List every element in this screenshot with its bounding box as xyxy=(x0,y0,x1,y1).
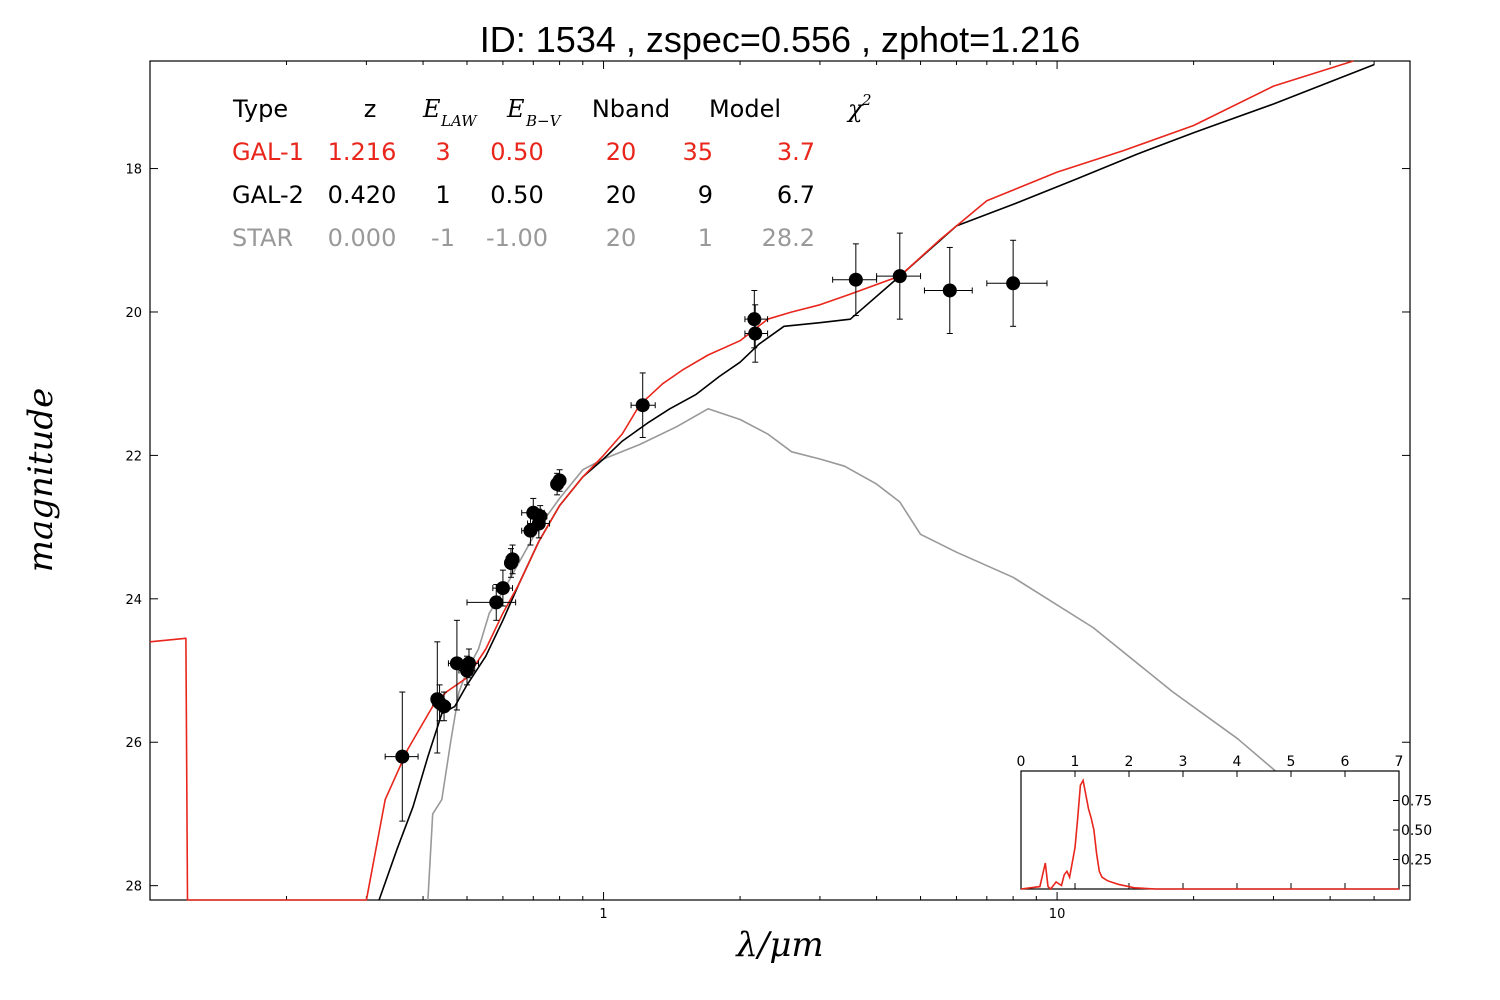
header-z: z xyxy=(364,95,377,123)
row-type: GAL-1 xyxy=(232,138,304,166)
x-axis-label: λ/μm xyxy=(734,925,823,965)
plot-frame xyxy=(149,60,1411,901)
inset-frame xyxy=(1020,770,1400,890)
row-elaw: 3 xyxy=(435,138,450,166)
header-model: Model xyxy=(709,95,781,123)
photometry-point xyxy=(986,239,1048,327)
photometry-marker xyxy=(489,595,504,610)
photometry-marker xyxy=(461,656,476,671)
photometry-point xyxy=(492,569,514,607)
redshift-pdf-inset: 0 1 2 3 4 5 6 7 0.25 0.50 0.75 xyxy=(1017,754,1432,891)
observed-points xyxy=(384,232,1048,822)
row-ebv: 0.50 xyxy=(490,138,543,166)
photometry-point xyxy=(630,372,656,438)
header-elaw-sub: LAW xyxy=(440,112,478,130)
y-tick-label: 18 xyxy=(125,163,142,178)
inset-x-tick-label: 6 xyxy=(1341,754,1350,770)
photometry-marker xyxy=(635,398,650,413)
header-elaw: E xyxy=(422,95,441,123)
photometry-point xyxy=(876,232,922,320)
photometry-point xyxy=(532,505,548,528)
row-nband: 20 xyxy=(606,181,637,209)
row-z: 0.420 xyxy=(328,181,397,209)
photometry-marker xyxy=(533,509,548,524)
row-nband: 20 xyxy=(606,224,637,252)
inset-x-tick-label: 1 xyxy=(1071,754,1080,770)
header-nband: Nband xyxy=(592,95,670,123)
header-type: Type xyxy=(232,95,288,123)
photometry-marker xyxy=(449,656,464,671)
inset-y-tick-label: 0.75 xyxy=(1401,794,1432,810)
sed-curve-gal-1 xyxy=(149,60,1354,901)
row-type: STAR xyxy=(232,224,293,252)
photometry-marker xyxy=(747,312,762,327)
row-ebv: -1.00 xyxy=(486,224,548,252)
inset-x-tick-label: 7 xyxy=(1395,754,1404,770)
photometry-point xyxy=(447,619,466,711)
inset-curve-layer xyxy=(1020,778,1399,891)
x-tick-label: 10 xyxy=(1049,907,1066,922)
inset-x-tick-label: 5 xyxy=(1287,754,1296,770)
inset-x-tick-label: 4 xyxy=(1233,754,1242,770)
y-axis-label: magnitude xyxy=(21,388,61,573)
photometry-point xyxy=(384,691,419,822)
photometry-marker xyxy=(892,269,907,284)
photometry-point xyxy=(461,648,479,679)
photometry-point xyxy=(436,691,452,722)
row-z: 0.000 xyxy=(328,224,397,252)
row-ebv: 0.50 xyxy=(490,181,543,209)
inset-y-tick-label: 0.50 xyxy=(1401,823,1432,839)
photometry-marker xyxy=(848,272,863,287)
row-model: 1 xyxy=(698,224,713,252)
chart-title: ID: 1534 , zspec=0.556 , zphot=1.216 xyxy=(480,19,1080,60)
photometry-point xyxy=(923,246,973,334)
header-chi2: χ xyxy=(846,95,864,123)
row-chi2: 28.2 xyxy=(762,224,815,252)
photometry-marker xyxy=(395,749,410,764)
row-model: 35 xyxy=(682,138,713,166)
x-tick-label: 1 xyxy=(599,907,607,922)
photometry-point xyxy=(505,544,520,575)
photometry-point xyxy=(552,469,567,492)
row-chi2: 6.7 xyxy=(777,181,815,209)
row-elaw: 1 xyxy=(435,181,450,209)
row-elaw: -1 xyxy=(431,224,455,252)
y-tick-label: 28 xyxy=(125,880,142,895)
inset-y-tick-label: 0.25 xyxy=(1401,853,1432,869)
header-ebv: E xyxy=(506,95,525,123)
row-chi2: 3.7 xyxy=(777,138,815,166)
y-tick-label: 22 xyxy=(125,449,142,464)
inset-axes: 0 1 2 3 4 5 6 7 0.25 0.50 0.75 xyxy=(1017,754,1432,889)
photometry-marker xyxy=(1006,276,1021,291)
inset-pdf-curve xyxy=(1020,778,1399,891)
photometry-point xyxy=(832,243,878,317)
photometry-point xyxy=(744,304,769,363)
photometry-marker xyxy=(495,581,510,596)
photometry-marker xyxy=(748,326,763,341)
row-nband: 20 xyxy=(606,138,637,166)
photometry-marker xyxy=(437,699,452,714)
y-tick-label: 26 xyxy=(125,736,142,751)
row-type: GAL-2 xyxy=(232,181,304,209)
y-tick-label: 20 xyxy=(125,306,142,321)
x-axis: 1 10 xyxy=(149,61,1411,922)
photometry-marker xyxy=(942,283,957,298)
inset-x-tick-label: 0 xyxy=(1017,754,1026,770)
photometry-marker xyxy=(505,552,520,567)
inset-x-tick-label: 2 xyxy=(1125,754,1134,770)
photometry-marker xyxy=(552,473,567,488)
y-tick-label: 24 xyxy=(125,593,142,608)
photometry-point xyxy=(466,583,517,621)
header-chi2-sup: 2 xyxy=(861,91,872,109)
header-ebv-sub: B−V xyxy=(525,112,563,130)
row-z: 1.216 xyxy=(328,138,397,166)
row-model: 9 xyxy=(698,181,713,209)
inset-x-tick-label: 3 xyxy=(1179,754,1188,770)
